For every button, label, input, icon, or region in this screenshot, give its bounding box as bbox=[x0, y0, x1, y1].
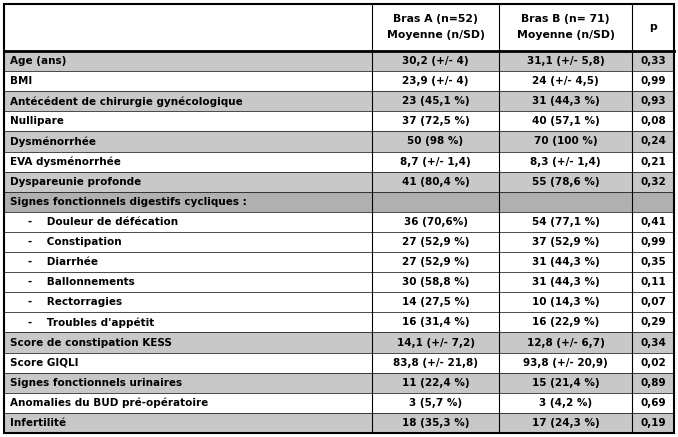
Text: 30 (58,8 %): 30 (58,8 %) bbox=[402, 277, 469, 287]
Bar bbox=[4, 232, 674, 252]
Text: 3 (5,7 %): 3 (5,7 %) bbox=[409, 398, 462, 408]
Text: 0,99: 0,99 bbox=[640, 237, 666, 247]
Text: 0,24: 0,24 bbox=[640, 136, 666, 146]
Text: 50 (98 %): 50 (98 %) bbox=[407, 136, 464, 146]
Bar bbox=[4, 172, 674, 192]
Bar bbox=[4, 353, 674, 373]
Text: 0,41: 0,41 bbox=[640, 217, 666, 227]
Bar bbox=[4, 292, 674, 312]
Text: -    Douleur de défécation: - Douleur de défécation bbox=[28, 217, 178, 227]
Bar bbox=[4, 91, 674, 111]
Text: 31 (44,3 %): 31 (44,3 %) bbox=[532, 257, 599, 267]
Text: Score GIQLI: Score GIQLI bbox=[10, 357, 79, 368]
Text: 36 (70,6%): 36 (70,6%) bbox=[403, 217, 468, 227]
Text: 31 (44,3 %): 31 (44,3 %) bbox=[532, 96, 599, 106]
Text: -    Troubles d'appétit: - Troubles d'appétit bbox=[28, 317, 155, 328]
Text: 41 (80,4 %): 41 (80,4 %) bbox=[401, 177, 469, 187]
Bar bbox=[4, 192, 674, 212]
Bar bbox=[4, 333, 674, 353]
Text: 0,19: 0,19 bbox=[640, 418, 666, 428]
Text: 3 (4,2 %): 3 (4,2 %) bbox=[539, 398, 592, 408]
Text: 0,89: 0,89 bbox=[640, 378, 666, 388]
Bar bbox=[4, 252, 674, 272]
Text: 0,02: 0,02 bbox=[640, 357, 666, 368]
Text: 0,35: 0,35 bbox=[640, 257, 666, 267]
Text: 70 (100 %): 70 (100 %) bbox=[534, 136, 597, 146]
Text: 93,8 (+/- 20,9): 93,8 (+/- 20,9) bbox=[523, 357, 608, 368]
Text: 15 (21,4 %): 15 (21,4 %) bbox=[532, 378, 599, 388]
Text: 24 (+/- 4,5): 24 (+/- 4,5) bbox=[532, 76, 599, 86]
Text: Dysménorrhée: Dysménorrhée bbox=[10, 136, 96, 147]
Text: 0,11: 0,11 bbox=[640, 277, 666, 287]
Text: Signes fonctionnels digestifs cycliques :: Signes fonctionnels digestifs cycliques … bbox=[10, 197, 247, 207]
Text: Dyspareunie profonde: Dyspareunie profonde bbox=[10, 177, 141, 187]
Text: Antécédent de chirurgie gynécologique: Antécédent de chirurgie gynécologique bbox=[10, 96, 243, 107]
Bar bbox=[4, 272, 674, 292]
Bar bbox=[4, 4, 674, 51]
Text: p: p bbox=[649, 22, 657, 32]
Text: -    Diarrhée: - Diarrhée bbox=[28, 257, 98, 267]
Text: Infertilité: Infertilité bbox=[10, 418, 66, 428]
Text: 83,8 (+/- 21,8): 83,8 (+/- 21,8) bbox=[393, 357, 478, 368]
Bar bbox=[4, 71, 674, 91]
Bar bbox=[4, 51, 674, 71]
Text: BMI: BMI bbox=[10, 76, 33, 86]
Text: 27 (52,9 %): 27 (52,9 %) bbox=[402, 257, 469, 267]
Text: 55 (78,6 %): 55 (78,6 %) bbox=[532, 177, 599, 187]
Text: 0,07: 0,07 bbox=[640, 297, 666, 307]
Bar bbox=[4, 373, 674, 393]
Text: 14,1 (+/- 7,2): 14,1 (+/- 7,2) bbox=[397, 337, 475, 347]
Text: 12,8 (+/- 6,7): 12,8 (+/- 6,7) bbox=[527, 337, 605, 347]
Text: 54 (77,1 %): 54 (77,1 %) bbox=[532, 217, 599, 227]
Text: Score de constipation KESS: Score de constipation KESS bbox=[10, 337, 172, 347]
Text: 0,21: 0,21 bbox=[640, 156, 666, 166]
Text: -    Ballonnements: - Ballonnements bbox=[28, 277, 135, 287]
Text: Bras B (n= 71): Bras B (n= 71) bbox=[521, 14, 610, 24]
Text: 23 (45,1 %): 23 (45,1 %) bbox=[401, 96, 469, 106]
Bar bbox=[4, 111, 674, 132]
Text: Age (ans): Age (ans) bbox=[10, 56, 66, 66]
Bar bbox=[4, 312, 674, 333]
Text: 11 (22,4 %): 11 (22,4 %) bbox=[401, 378, 469, 388]
Text: Nullipare: Nullipare bbox=[10, 116, 64, 126]
Text: 18 (35,3 %): 18 (35,3 %) bbox=[402, 418, 469, 428]
Text: 0,08: 0,08 bbox=[640, 116, 666, 126]
Text: 0,34: 0,34 bbox=[640, 337, 666, 347]
Text: Moyenne (n/SD): Moyenne (n/SD) bbox=[517, 30, 614, 40]
Text: -    Constipation: - Constipation bbox=[28, 237, 121, 247]
Text: EVA dysménorrhée: EVA dysménorrhée bbox=[10, 156, 121, 167]
Text: 23,9 (+/- 4): 23,9 (+/- 4) bbox=[402, 76, 468, 86]
Text: 16 (22,9 %): 16 (22,9 %) bbox=[532, 317, 599, 327]
Text: 10 (14,3 %): 10 (14,3 %) bbox=[532, 297, 599, 307]
Bar bbox=[4, 212, 674, 232]
Text: 31 (44,3 %): 31 (44,3 %) bbox=[532, 277, 599, 287]
Text: 0,32: 0,32 bbox=[640, 177, 666, 187]
Text: Signes fonctionnels urinaires: Signes fonctionnels urinaires bbox=[10, 378, 182, 388]
Text: 40 (57,1 %): 40 (57,1 %) bbox=[532, 116, 599, 126]
Text: Anomalies du BUD pré-opératoire: Anomalies du BUD pré-opératoire bbox=[10, 398, 208, 408]
Text: Bras A (n=52): Bras A (n=52) bbox=[393, 14, 478, 24]
Bar bbox=[4, 152, 674, 172]
Text: 0,99: 0,99 bbox=[640, 76, 666, 86]
Text: 0,69: 0,69 bbox=[640, 398, 666, 408]
Text: Moyenne (n/SD): Moyenne (n/SD) bbox=[386, 30, 485, 40]
Text: -    Rectorragies: - Rectorragies bbox=[28, 297, 122, 307]
Text: 17 (24,3 %): 17 (24,3 %) bbox=[532, 418, 599, 428]
Text: 37 (52,9 %): 37 (52,9 %) bbox=[532, 237, 599, 247]
Bar bbox=[4, 413, 674, 433]
Bar bbox=[4, 393, 674, 413]
Text: 8,3 (+/- 1,4): 8,3 (+/- 1,4) bbox=[530, 156, 601, 166]
Text: 31,1 (+/- 5,8): 31,1 (+/- 5,8) bbox=[527, 56, 604, 66]
Text: 37 (72,5 %): 37 (72,5 %) bbox=[401, 116, 469, 126]
Bar bbox=[4, 132, 674, 152]
Text: 8,7 (+/- 1,4): 8,7 (+/- 1,4) bbox=[400, 156, 471, 166]
Text: 0,29: 0,29 bbox=[640, 317, 666, 327]
Text: 30,2 (+/- 4): 30,2 (+/- 4) bbox=[402, 56, 468, 66]
Text: 0,33: 0,33 bbox=[640, 56, 666, 66]
Text: 16 (31,4 %): 16 (31,4 %) bbox=[401, 317, 469, 327]
Text: 14 (27,5 %): 14 (27,5 %) bbox=[401, 297, 469, 307]
Text: 0,93: 0,93 bbox=[640, 96, 666, 106]
Text: 27 (52,9 %): 27 (52,9 %) bbox=[402, 237, 469, 247]
